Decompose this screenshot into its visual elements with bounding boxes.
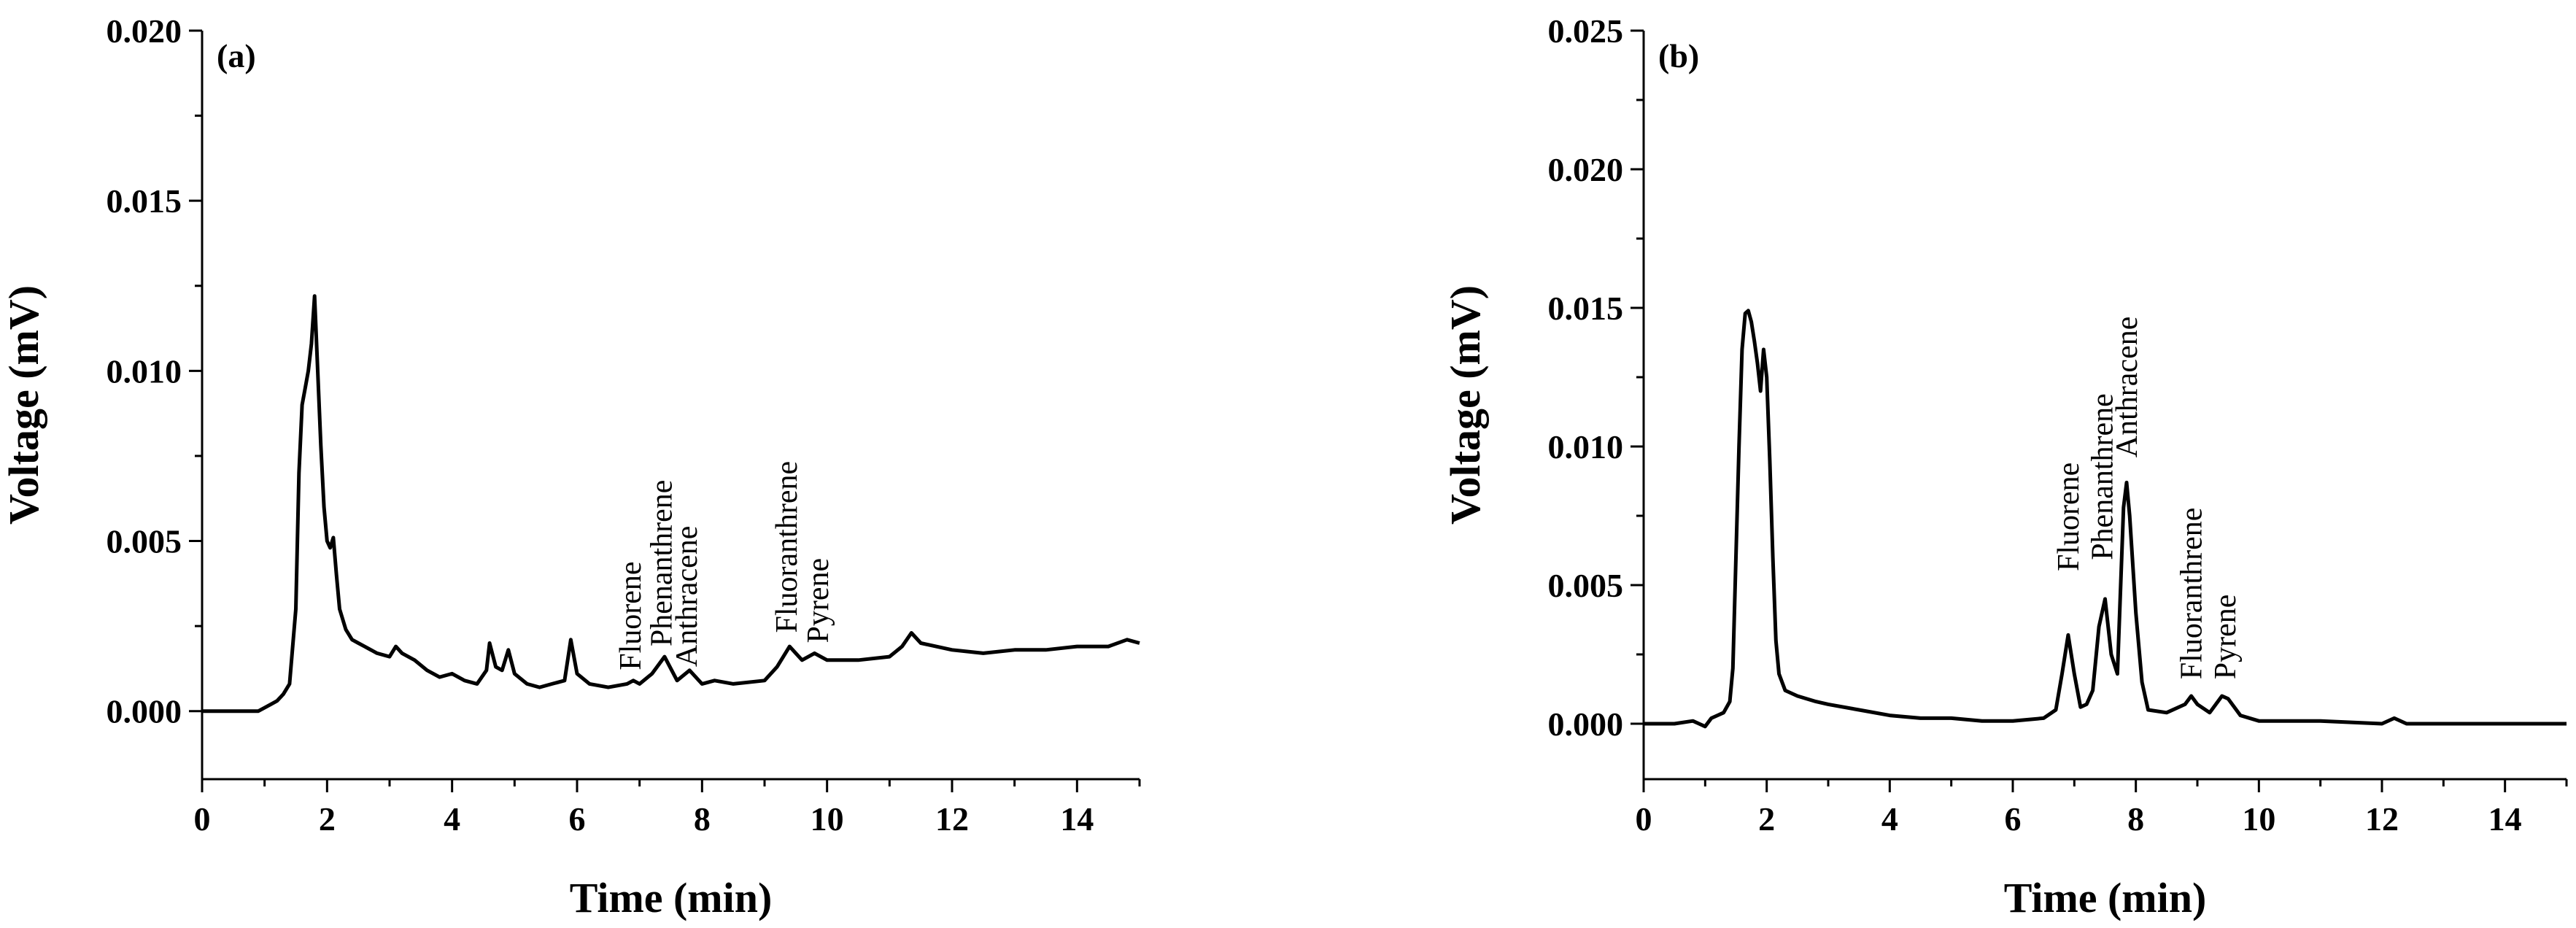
y-tick-label: 0.010 xyxy=(107,352,182,390)
chart-panel-a: 0 2 4 6 8 10 12 14 0.000 0.005 0.010 0.015 0.020 Time… xyxy=(0,12,1141,921)
y-axis-title: Voltage (mV) xyxy=(1442,285,1489,525)
y-tick-label: 0.005 xyxy=(1548,567,1624,604)
y-tick-label: 0.020 xyxy=(1548,151,1624,188)
y-tick-label: 0.015 xyxy=(1548,290,1624,327)
x-tick-label: 0 xyxy=(194,800,211,838)
y-tick-label: 0.025 xyxy=(1548,12,1624,50)
x-tick-label: 4 xyxy=(1881,800,1898,838)
peak-annotation: Fluoranthrene xyxy=(2175,508,2209,680)
y-axis-title: Voltage (mV) xyxy=(0,285,47,525)
peak-annotation: Fluorene xyxy=(614,561,648,670)
peak-annotation: Fluoranthrene xyxy=(770,461,804,633)
x-tick-label: 4 xyxy=(444,800,460,838)
x-axis-title: Time (min) xyxy=(570,874,773,921)
x-tick-label: 12 xyxy=(2365,800,2399,838)
chromatogram-trace xyxy=(1644,309,2567,729)
peak-annotation: Anthracene xyxy=(2111,317,2144,458)
peak-annotation: Anthracene xyxy=(670,526,704,668)
x-tick-label: 8 xyxy=(694,800,711,838)
y-tick-label: 0.005 xyxy=(107,523,182,560)
chart-panel-b: 0 2 4 6 8 10 12 14 0.000 0.005 0.010 0.015 0.020 0.02… xyxy=(1442,12,2568,921)
y-tick-label: 0.010 xyxy=(1548,428,1624,465)
x-tick-label: 2 xyxy=(319,800,336,838)
y-tick-label: 0.015 xyxy=(107,182,182,220)
y-tick-label: 0.020 xyxy=(107,12,182,50)
peak-annotation: Pyrene xyxy=(2209,595,2243,680)
panel-label: (a) xyxy=(217,37,256,74)
x-tick-label: 14 xyxy=(1060,800,1094,838)
y-tick-label: 0.000 xyxy=(107,693,182,730)
x-tick-label: 14 xyxy=(2488,800,2522,838)
x-tick-label: 12 xyxy=(935,800,969,838)
peak-annotation: Phenanthrene xyxy=(2086,393,2119,560)
x-tick-label: 10 xyxy=(2242,800,2275,838)
peak-annotation: Pyrene xyxy=(802,558,835,643)
chromatogram-trace xyxy=(202,294,1140,714)
x-axis-title: Time (min) xyxy=(2004,874,2207,921)
x-tick-label: 6 xyxy=(2005,800,2022,838)
x-tick-label: 6 xyxy=(569,800,586,838)
x-tick-label: 2 xyxy=(1758,800,1775,838)
x-tick-label: 0 xyxy=(1636,800,1652,838)
panel-label: (b) xyxy=(1658,37,1699,74)
peak-annotation: Phenanthrene xyxy=(646,480,679,647)
x-tick-label: 10 xyxy=(811,800,844,838)
x-tick-label: 8 xyxy=(2127,800,2144,838)
y-tick-label: 0.000 xyxy=(1548,705,1624,743)
peak-annotation: Fluorene xyxy=(2052,463,2086,571)
